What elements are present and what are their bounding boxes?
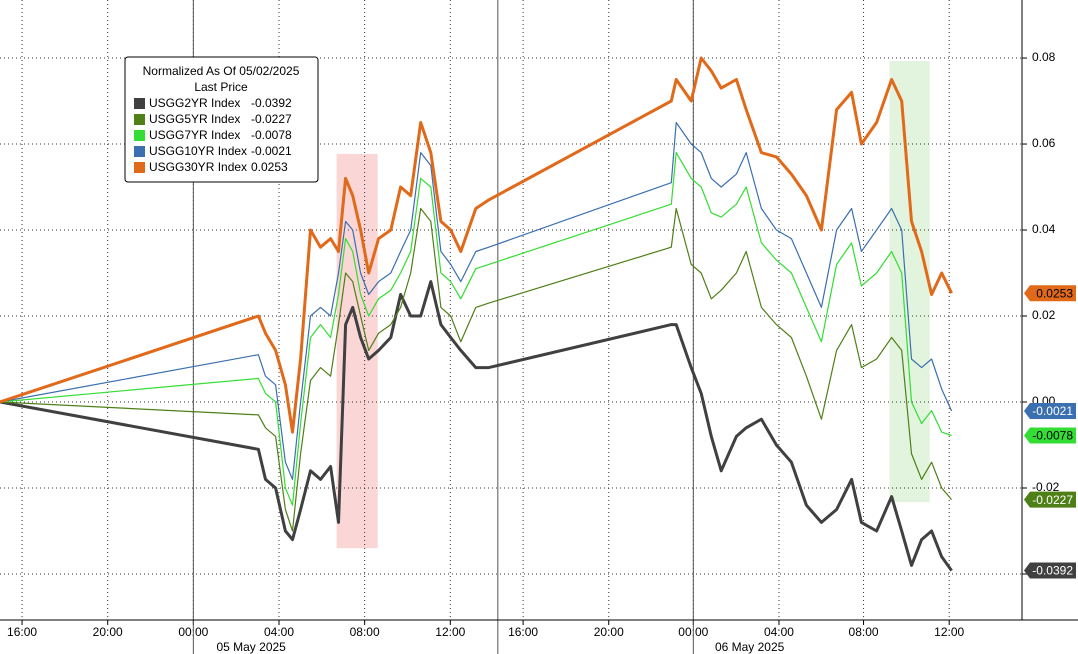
x-tick-label: 04:00 xyxy=(264,625,294,639)
legend-label: USGG7YR Index xyxy=(149,128,240,142)
x-tick-label: 12:00 xyxy=(435,625,465,639)
legend-label: USGG30YR Index xyxy=(149,160,247,174)
legend-title: Normalized As Of 05/02/2025 xyxy=(143,64,300,78)
y-tick-label: -0.02 xyxy=(1032,480,1060,494)
legend-value: -0.0078 xyxy=(251,128,292,142)
legend-swatch xyxy=(134,98,145,109)
x-tick-label: 04:00 xyxy=(764,625,794,639)
legend-swatch xyxy=(134,146,145,157)
series-line xyxy=(0,152,952,506)
value-tag xyxy=(1024,427,1076,444)
y-tick-label: 0.04 xyxy=(1032,222,1056,236)
legend-label: USGG10YR Index xyxy=(149,144,247,158)
legend-label: USGG2YR Index xyxy=(149,96,240,110)
value-tag xyxy=(1024,562,1076,579)
value-tag xyxy=(1024,403,1076,420)
x-tick-label: 08:00 xyxy=(849,625,879,639)
legend: Normalized As Of 05/02/2025 Last Price USG… xyxy=(124,56,319,183)
legend-value: -0.0392 xyxy=(251,96,292,110)
legend-value: -0.0227 xyxy=(251,112,292,126)
legend-value: -0.0021 xyxy=(251,144,292,158)
y-tick-label: 0.06 xyxy=(1032,136,1056,150)
value-tag-label: -0.0078 xyxy=(1032,429,1073,443)
legend-subtitle: Last Price xyxy=(194,80,248,94)
legend-label: USGG5YR Index xyxy=(149,112,240,126)
series-line xyxy=(0,121,953,480)
legend-swatch xyxy=(134,130,145,141)
legend-value: 0.0253 xyxy=(251,160,288,174)
y-tick-label: 0.08 xyxy=(1032,50,1056,64)
x-tick-label: 16:00 xyxy=(508,625,538,639)
x-tick-label: 20:00 xyxy=(93,625,123,639)
value-tag-label: -0.0227 xyxy=(1032,493,1073,507)
legend-swatch xyxy=(134,114,145,125)
x-tick-label: 16:00 xyxy=(7,625,37,639)
legend-box xyxy=(124,56,319,183)
value-tag-label: 0.0253 xyxy=(1036,286,1073,300)
value-tag-label: -0.0021 xyxy=(1032,404,1073,418)
legend-swatch xyxy=(134,162,145,173)
series-line xyxy=(0,56,953,434)
series-line xyxy=(0,207,953,532)
date-label: 05 May 2025 xyxy=(216,640,286,654)
value-tag-label: -0.0392 xyxy=(1032,564,1073,578)
x-tick-label: 12:00 xyxy=(934,625,964,639)
value-tag xyxy=(1024,491,1076,508)
y-tick-label: 0.02 xyxy=(1032,308,1056,322)
date-label: 06 May 2025 xyxy=(715,640,785,654)
x-tick-label: 20:00 xyxy=(594,625,624,639)
value-tag xyxy=(1024,285,1076,302)
series-line xyxy=(0,280,953,572)
x-tick-label: 08:00 xyxy=(350,625,380,639)
